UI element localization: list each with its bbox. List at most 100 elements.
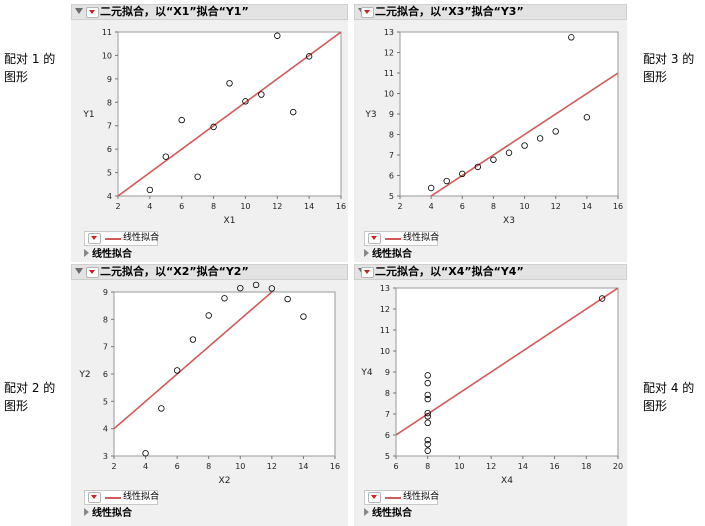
bivariate-panel-2: 二元拟合，以“X2”拟合“Y2” 2 4 6 8 10 12 14 16 3 4 5 6 7 8 9 X2 Y2… — [71, 264, 348, 526]
x-tick-label: 8 — [425, 462, 430, 471]
red-triangle-menu-icon[interactable] — [86, 267, 99, 278]
x-tick-label: 12 — [272, 202, 282, 211]
x-tick-label: 8 — [206, 462, 211, 471]
collapse-triangle-icon[interactable] — [75, 8, 83, 14]
data-point — [284, 295, 291, 303]
y-tick-label: 4 — [103, 425, 108, 434]
x-tick-label: 16 — [549, 462, 559, 471]
fit-line — [429, 72, 618, 196]
side-label-pair3: 配对 3 的 图形 — [643, 52, 695, 84]
data-point — [158, 405, 165, 412]
collapse-triangle-icon[interactable] — [75, 268, 83, 274]
y-tick-label: 5 — [385, 452, 390, 461]
disclosure-icon[interactable] — [364, 249, 369, 257]
legend-menu-icon[interactable] — [88, 233, 101, 244]
data-point — [178, 116, 185, 124]
red-triangle-menu-icon[interactable] — [361, 7, 374, 18]
legend: 线性拟合 — [364, 490, 440, 505]
data-point — [242, 98, 249, 105]
x-tick-label: 2 — [111, 462, 116, 471]
x-tick-label: 16 — [336, 202, 346, 211]
legend: 线性拟合 — [84, 490, 159, 505]
y-tick-label: 8 — [107, 98, 112, 107]
data-point — [505, 149, 513, 156]
data-point — [424, 436, 431, 444]
disclosure-icon[interactable] — [84, 508, 89, 516]
data-point — [424, 447, 431, 454]
y-tick-label: 13 — [380, 284, 390, 293]
data-point — [598, 295, 606, 302]
panel-title-bar[interactable]: 二元拟合，以“X1”拟合“Y1” — [71, 4, 348, 20]
panel-title: 二元拟合，以“X1”拟合“Y1” — [100, 5, 249, 18]
legend-menu-icon[interactable] — [88, 492, 101, 503]
data-point — [424, 419, 431, 427]
data-point — [536, 135, 544, 142]
y-tick-label: 7 — [389, 151, 394, 160]
legend-label: 线性拟合 — [403, 233, 440, 243]
data-point — [258, 91, 265, 98]
legend-label: 线性拟合 — [403, 492, 440, 502]
linear-fit-outline[interactable]: 线性拟合 — [364, 248, 412, 262]
fit-line-swatch — [385, 238, 401, 240]
panel-title-bar[interactable]: 二元拟合，以“X3”拟合“Y3” — [354, 4, 627, 20]
plot-area — [399, 31, 619, 197]
y-tick-label: 5 — [389, 192, 394, 201]
red-triangle-menu-icon[interactable] — [86, 7, 99, 18]
linear-fit-label: 线性拟合 — [92, 249, 132, 260]
y-tick-label: 9 — [389, 110, 394, 119]
data-point — [424, 379, 431, 387]
data-point — [146, 186, 154, 194]
x-tick-label: 2 — [115, 202, 120, 211]
data-point — [552, 128, 559, 135]
y-tick-label: 6 — [385, 431, 390, 440]
x-tick-label: 10 — [519, 202, 529, 211]
data-point — [173, 367, 181, 374]
y-tick-label: 7 — [385, 410, 390, 419]
linear-fit-outline[interactable]: 线性拟合 — [84, 248, 132, 262]
x-tick-label: 14 — [518, 462, 528, 471]
panel-title-bar[interactable]: 二元拟合，以“X2”拟合“Y2” — [71, 264, 348, 280]
panel-title: 二元拟合，以“X2”拟合“Y2” — [100, 265, 249, 278]
disclosure-icon[interactable] — [364, 508, 369, 516]
scatter-chart-3: 2 4 6 8 10 12 14 16 5 6 7 8 9 10 11 12 13 X3 Y3 — [364, 28, 623, 226]
x-tick-label: 6 — [393, 462, 398, 471]
side-label-pair2: 配对 2 的 图形 — [4, 381, 56, 413]
x-axis-label: X3 — [503, 216, 515, 226]
x-tick-label: 2 — [397, 202, 402, 211]
legend-menu-icon[interactable] — [368, 492, 381, 503]
x-tick-label: 10 — [235, 462, 245, 471]
disclosure-icon[interactable] — [84, 249, 89, 257]
y-tick-label: 10 — [380, 347, 390, 356]
y-tick-label: 13 — [384, 28, 394, 37]
y-tick-label: 11 — [380, 326, 390, 335]
linear-fit-outline[interactable]: 线性拟合 — [364, 507, 412, 521]
panel-title-bar[interactable]: 二元拟合，以“X4”拟合“Y4” — [354, 264, 627, 280]
x-tick-label: 4 — [143, 462, 148, 471]
linear-fit-label: 线性拟合 — [372, 249, 412, 260]
fit-line-swatch — [105, 238, 121, 240]
panel-title: 二元拟合，以“X4”拟合“Y4” — [375, 265, 524, 278]
y-tick-label: 9 — [385, 368, 390, 377]
linear-fit-outline[interactable]: 线性拟合 — [84, 507, 132, 521]
red-triangle-menu-icon[interactable] — [361, 267, 374, 278]
y-tick-label: 11 — [384, 69, 394, 78]
x-tick-label: 4 — [147, 202, 152, 211]
bivariate-panel-4: 二元拟合，以“X4”拟合“Y4” 6 8 10 12 14 16 18 20 5 6 7 8 9 10 11… — [354, 264, 627, 526]
legend: 线性拟合 — [364, 231, 440, 246]
linear-fit-label: 线性拟合 — [92, 508, 132, 519]
data-point — [268, 285, 276, 292]
data-point — [290, 108, 297, 116]
x-tick-label: 12 — [551, 202, 561, 211]
x-tick-label: 16 — [613, 202, 623, 211]
data-point — [583, 114, 591, 121]
data-point — [205, 312, 212, 319]
data-point — [194, 173, 201, 180]
y-axis-label: Y3 — [364, 110, 376, 120]
y-tick-label: 8 — [389, 131, 394, 140]
legend-menu-icon[interactable] — [368, 233, 381, 244]
y-axis-label: Y2 — [78, 370, 90, 380]
y-axis-label: Y4 — [360, 368, 372, 378]
data-point — [424, 391, 431, 399]
data-point — [300, 313, 307, 320]
